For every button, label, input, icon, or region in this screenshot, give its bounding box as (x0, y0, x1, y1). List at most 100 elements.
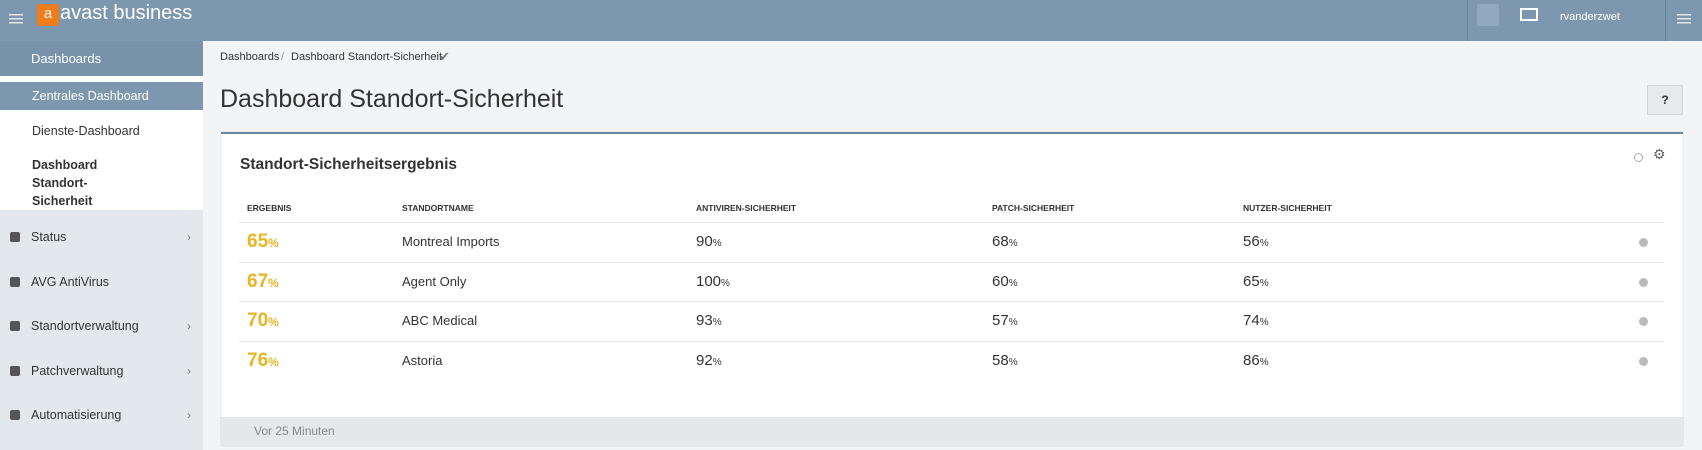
cell-value: 60 (992, 272, 1009, 290)
table-cell: 65% (1243, 263, 1269, 303)
cell-value: Montreal Imports (402, 234, 500, 249)
table-cell: Montreal Imports (402, 223, 500, 261)
table-row: 76% Astoria 92% 58% 86% (239, 340, 1664, 382)
remove-button[interactable] (1639, 317, 1648, 326)
unit: % (721, 277, 730, 289)
notification-button[interactable] (1477, 4, 1499, 26)
brand-logo: a (37, 4, 59, 26)
table-cell: 60% (992, 263, 1018, 303)
table-cell: 93% (696, 302, 722, 342)
cell-value: 100 (696, 272, 722, 290)
nav-item[interactable]: AVG AntiVirus (31, 274, 110, 289)
unit: % (268, 275, 279, 290)
sidebar-section[interactable]: Dashboards (0, 41, 203, 76)
table-row: 67% Agent Only 100% 60% 65% (239, 261, 1664, 303)
unit: % (1259, 356, 1269, 368)
breadcrumb-separator: / (281, 51, 285, 63)
menu-icon[interactable] (9, 13, 23, 25)
submenu: Zentrales Dashboard Dienste-Dashboard Dash… (0, 76, 203, 210)
column-header: NUTZER-SICHERHEIT (1243, 203, 1332, 213)
score: 70% (247, 302, 279, 341)
cell-value: 67 (247, 270, 269, 292)
submenu-item[interactable]: Dienste-Dashboard (32, 124, 140, 138)
screen-icon[interactable] (1520, 8, 1538, 22)
column-header: ERGEBNIS (247, 203, 292, 213)
unit: % (268, 315, 279, 329)
cell-value: 76 (247, 349, 269, 371)
check-icon: ✔ (439, 49, 450, 64)
remove-button[interactable] (1639, 238, 1648, 247)
top-bar: a avast business rvanderzwet (0, 0, 1702, 41)
unit: % (712, 317, 722, 328)
unit: % (1259, 277, 1269, 289)
brand[interactable]: avast business (60, 2, 193, 24)
breadcrumb: Dashboard Standort-Sicherheit (291, 51, 443, 63)
panel: Standort-Sicherheitsergebnis ⚙ ERGEBNIS S… (221, 132, 1683, 446)
nav-item[interactable]: Automatisierung (31, 408, 122, 422)
cell-value: ABC Medical (402, 313, 478, 328)
table-cell: ABC Medical (402, 302, 477, 340)
chevron: › (187, 230, 191, 244)
unit: % (1008, 238, 1018, 249)
cell-value: 65 (247, 231, 269, 252)
menu-icon[interactable] (1677, 13, 1691, 25)
divider (1665, 0, 1666, 41)
chevron: › (187, 408, 191, 422)
nav-icon (10, 321, 20, 331)
footer-text: Vor 25 Minuten (254, 424, 335, 438)
cell-value: 56 (1243, 233, 1260, 250)
unit: % (1259, 238, 1269, 249)
user-name[interactable]: rvanderzwet (1560, 11, 1620, 23)
sidebar: Dashboards Zentrales Dashboard Dienste-Da… (0, 41, 203, 450)
score: 67% (247, 263, 279, 302)
score: 65% (247, 223, 279, 262)
column-header: STANDORTNAME (402, 203, 474, 213)
cell-value: 70 (247, 310, 269, 331)
help-button[interactable]: ? (1647, 85, 1683, 115)
nav-icon (10, 365, 20, 376)
table-cell: 58% (992, 342, 1018, 382)
table-cell: Agent Only (402, 263, 466, 301)
refresh-button[interactable] (1634, 153, 1643, 162)
nav-icon (10, 410, 20, 420)
nav-item[interactable]: Status (31, 230, 67, 244)
breadcrumb[interactable]: Dashboards (220, 51, 280, 63)
settings-button[interactable]: ⚙ (1653, 146, 1666, 162)
table-cell: 68% (992, 223, 1018, 263)
submenu-item[interactable]: Zentrales Dashboard (0, 82, 203, 110)
table-cell: 56% (1243, 223, 1269, 263)
unit: % (268, 354, 279, 369)
table-cell: 57% (992, 302, 1018, 342)
cell-value: 93 (696, 312, 713, 329)
nav-item[interactable]: Standortverwaltung (31, 319, 139, 333)
cell-value: 65 (1243, 272, 1260, 290)
unit: % (712, 238, 722, 249)
main: Dashboards / Dashboard Standort-Sicherhe… (203, 41, 1702, 450)
column-header: PATCH-SICHERHEIT (992, 203, 1075, 213)
table-cell: 90% (696, 223, 722, 263)
page-title: Dashboard Standort-Sicherheit (220, 85, 564, 113)
submenu-item[interactable]: Dashboard Standort-Sicherheit (32, 158, 98, 208)
table-cell: 92% (696, 342, 722, 382)
cell-value: Agent Only (402, 273, 467, 289)
divider (1467, 0, 1468, 41)
table-row: 65% Montreal Imports 90% 68% 56% (239, 222, 1664, 262)
remove-button[interactable] (1639, 277, 1648, 287)
nav-item[interactable]: Patchverwaltung (31, 363, 124, 378)
chevron: › (187, 319, 191, 333)
unit: % (1259, 317, 1269, 328)
cell-value: 68 (992, 233, 1009, 250)
cell-value: 92 (696, 351, 713, 369)
table-row: 70% ABC Medical 93% 57% 74% (239, 301, 1664, 341)
remove-button[interactable] (1639, 356, 1648, 366)
unit: % (1008, 356, 1018, 368)
unit: % (268, 236, 279, 250)
cell-value: 57 (992, 312, 1009, 329)
cell-value: 86 (1243, 351, 1260, 369)
panel-footer: Vor 25 Minuten (221, 417, 1683, 446)
nav-icon (10, 232, 20, 242)
nav-icon (10, 276, 20, 287)
chevron: › (187, 363, 191, 378)
